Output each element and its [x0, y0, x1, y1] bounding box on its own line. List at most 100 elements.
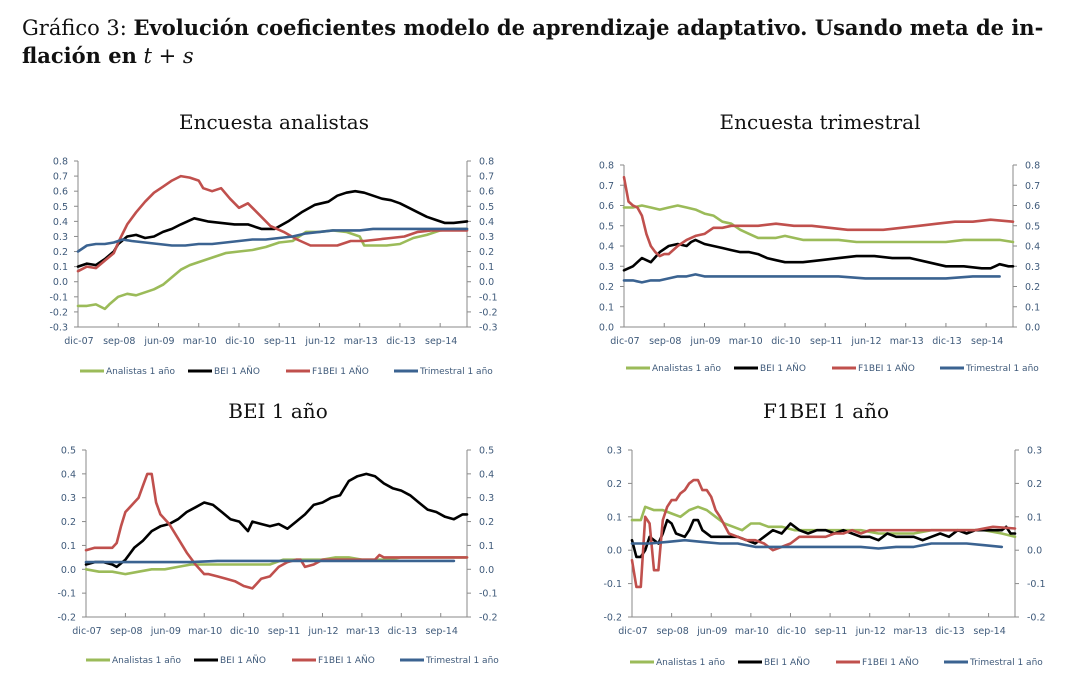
x-tick-label: dic-13: [935, 626, 964, 637]
y-tick-label-left: 0.4: [61, 469, 76, 480]
chart-title-encuesta-analistas: Encuesta analistas: [179, 110, 369, 134]
legend-label: Analistas 1 año: [106, 367, 175, 377]
y-tick-label-right: -0.2: [479, 613, 498, 624]
legend-label: Trimestral 1 año: [425, 656, 499, 666]
y-tick-label-right: 0.0: [1025, 323, 1040, 334]
y-tick-label-right: 0.4: [479, 469, 494, 480]
x-tick-label: mar-10: [735, 626, 769, 637]
y-tick-label-right: 0.3: [479, 232, 494, 243]
legend-item-f1bei-1-ano: F1BEI 1 AÑO: [836, 657, 919, 668]
x-tick-label: dic-10: [225, 336, 254, 347]
y-tick-label-left: 0.8: [53, 157, 68, 168]
x-tick-label: mar-13: [346, 626, 380, 637]
y-tick-label-left: -0.1: [603, 579, 622, 590]
x-tick-label: sep-08: [103, 336, 135, 347]
y-tick-label-left: 0.5: [61, 446, 76, 457]
x-tick-label: jun-09: [143, 336, 174, 347]
legend-label: Analistas 1 año: [112, 656, 181, 666]
legend-label: F1BEI 1 AÑO: [858, 363, 915, 374]
x-tick-label: jun-12: [850, 336, 881, 347]
series-line-f1bei-1-ano: [622, 175, 1015, 258]
x-tick-label: mar-10: [183, 336, 217, 347]
y-tick-label-right: 0.0: [479, 565, 494, 576]
y-tick-label-left: 0.4: [53, 217, 68, 228]
caption-label: Gráfico 3:: [22, 16, 127, 40]
legend-item-bei-1-ano: BEI 1 AÑO: [188, 366, 260, 377]
legend-item-f1bei-1-ano: F1BEI 1 AÑO: [832, 363, 915, 374]
y-tick-label-right: -0.1: [1027, 579, 1046, 590]
series-line-f1bei-1-ano: [76, 174, 469, 273]
legend-label: F1BEI 1 AÑO: [862, 657, 919, 668]
chart-encuesta-analistas: 0.8 0.8 0.7 0.7 0.6 0.6 0.5 0.5 0.4 0.4 0.3 0.3 0.2 0…: [49, 157, 497, 378]
legend-label: BEI 1 AÑO: [764, 657, 810, 668]
x-tick-label: sep-08: [110, 626, 142, 637]
series-line-analistas-1-ano: [76, 227, 469, 311]
y-tick-label-right: 0.3: [1025, 262, 1040, 273]
series-line-trimestral-1-ano: [622, 273, 1001, 284]
x-tick-label: mar-13: [893, 626, 927, 637]
y-tick-label-left: 0.2: [61, 517, 76, 528]
y-tick-label-left: -0.1: [49, 292, 68, 303]
y-tick-label-left: 0.2: [53, 247, 68, 258]
y-tick-label-right: 0.7: [1025, 181, 1040, 192]
y-tick-label-left: 0.0: [61, 565, 76, 576]
y-tick-label-right: 0.1: [479, 541, 494, 552]
y-tick-label-left: 0.1: [61, 541, 76, 552]
legend-label: BEI 1 AÑO: [214, 366, 260, 377]
legend-item-f1bei-1-ano: F1BEI 1 AÑO: [286, 366, 369, 377]
caption-text: Evolución coeficientes modelo de aprendi…: [133, 15, 1044, 40]
chart-bei-1-ano: 0.5 0.5 0.4 0.4 0.3 0.3 0.2 0.2 0.1 0.1 0.0 0.0 -0.1…: [57, 446, 499, 667]
legend-item-bei-1-ano: BEI 1 AÑO: [738, 657, 810, 668]
y-tick-label-left: 0.3: [599, 262, 614, 273]
y-tick-label-right: -0.2: [479, 307, 498, 318]
y-tick-label-left: 0.0: [53, 277, 68, 288]
series-line-trimestral-1-ano: [84, 559, 456, 564]
legend-item-f1bei-1-ano: F1BEI 1 AÑO: [292, 655, 375, 666]
y-tick-label-right: 0.1: [479, 262, 494, 273]
y-tick-label-left: 0.1: [53, 262, 68, 273]
x-tick-label: dic-13: [932, 336, 961, 347]
y-tick-label-right: 0.4: [1025, 242, 1040, 253]
caption-math: t + s: [143, 44, 194, 68]
y-tick-label-left: -0.1: [57, 589, 76, 600]
y-tick-label-left: 0.1: [607, 512, 622, 523]
y-tick-label-right: 0.1: [1027, 512, 1042, 523]
legend-label: BEI 1 AÑO: [760, 363, 806, 374]
legend-item-analistas-1-ano: Analistas 1 año: [626, 364, 721, 374]
x-tick-label: mar-13: [890, 336, 924, 347]
x-tick-label: dic-10: [777, 626, 806, 637]
legend-item-bei-1-ano: BEI 1 AÑO: [734, 363, 806, 374]
legend-label: BEI 1 AÑO: [220, 655, 266, 666]
y-tick-label-right: 0.5: [1025, 221, 1040, 232]
x-tick-label: jun-12: [855, 626, 886, 637]
legend-label: F1BEI 1 AÑO: [318, 655, 375, 666]
y-tick-label-left: 0.6: [53, 187, 68, 198]
y-tick-label-left: -0.2: [57, 613, 76, 624]
x-tick-label: sep-11: [268, 626, 300, 637]
x-tick-label: sep-14: [426, 626, 458, 637]
y-tick-label-right: 0.6: [479, 187, 494, 198]
y-tick-label-left: -0.2: [603, 613, 622, 624]
legend-item-trimestral-1-ano: Trimestral 1 año: [394, 367, 493, 377]
legend-label: Analistas 1 año: [656, 658, 725, 668]
legend-label: Analistas 1 año: [652, 364, 721, 374]
series-line-bei-1-ano: [622, 238, 1015, 272]
series-line-bei-1-ano: [630, 518, 1017, 559]
y-tick-label-left: 0.5: [53, 202, 68, 213]
y-tick-label-left: 0.3: [61, 493, 76, 504]
y-tick-label-left: 0.6: [599, 201, 614, 212]
series-line-bei-1-ano: [84, 472, 469, 569]
legend-item-trimestral-1-ano: Trimestral 1 año: [944, 658, 1043, 668]
x-tick-label: sep-08: [656, 626, 688, 637]
y-tick-label-right: 0.1: [1025, 302, 1040, 313]
x-tick-label: dic-07: [72, 626, 101, 637]
series-line-trimestral-1-ano: [76, 227, 469, 253]
x-tick-label: sep-14: [973, 626, 1005, 637]
legend-item-analistas-1-ano: Analistas 1 año: [86, 656, 181, 666]
y-tick-label-right: 0.3: [479, 493, 494, 504]
x-tick-label: mar-13: [344, 336, 378, 347]
y-tick-label-right: -0.3: [479, 323, 498, 334]
y-tick-label-right: 0.8: [479, 157, 494, 168]
series-line-trimestral-1-ano: [630, 538, 1004, 550]
y-tick-label-right: -0.1: [479, 589, 498, 600]
